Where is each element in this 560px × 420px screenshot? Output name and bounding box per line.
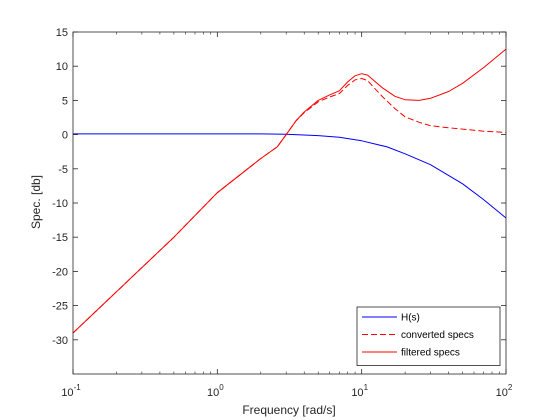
x-tick-label: 101	[351, 383, 368, 399]
y-tick-label: 10	[56, 61, 68, 73]
x-tick-label: 10-1	[61, 383, 81, 399]
y-tick-label: -5	[58, 164, 68, 176]
legend-label: H(s)	[401, 313, 420, 324]
x-tick-label: 100	[207, 383, 224, 399]
series-layer	[72, 48, 507, 334]
y-tick-label: -25	[52, 301, 68, 313]
y-tick-label: -15	[52, 232, 68, 244]
y-tick-label: 5	[62, 95, 68, 107]
x-axis-label: Frequency [rad/s]	[242, 403, 335, 417]
legend-label: converted specs	[401, 330, 474, 341]
x-tick-label: 102	[496, 383, 513, 399]
series-line-2	[72, 48, 507, 334]
series-line-0	[73, 133, 507, 219]
y-tick-label: 15	[56, 27, 68, 39]
y-tick-label: -20	[52, 266, 68, 278]
y-axis-label: Spec. [db]	[29, 175, 43, 229]
legend-label: filtered specs	[401, 348, 460, 359]
legend: H(s) converted specs filtered specs	[356, 306, 501, 366]
series-line-1	[72, 78, 507, 334]
tick-layer: 10-1 100 101 102 15 10 5 0 -5 -10 -15 -20 -25 -30	[52, 27, 513, 399]
y-tick-label: -30	[52, 335, 68, 347]
y-tick-label: 0	[62, 130, 68, 142]
y-tick-label: -10	[52, 198, 68, 210]
